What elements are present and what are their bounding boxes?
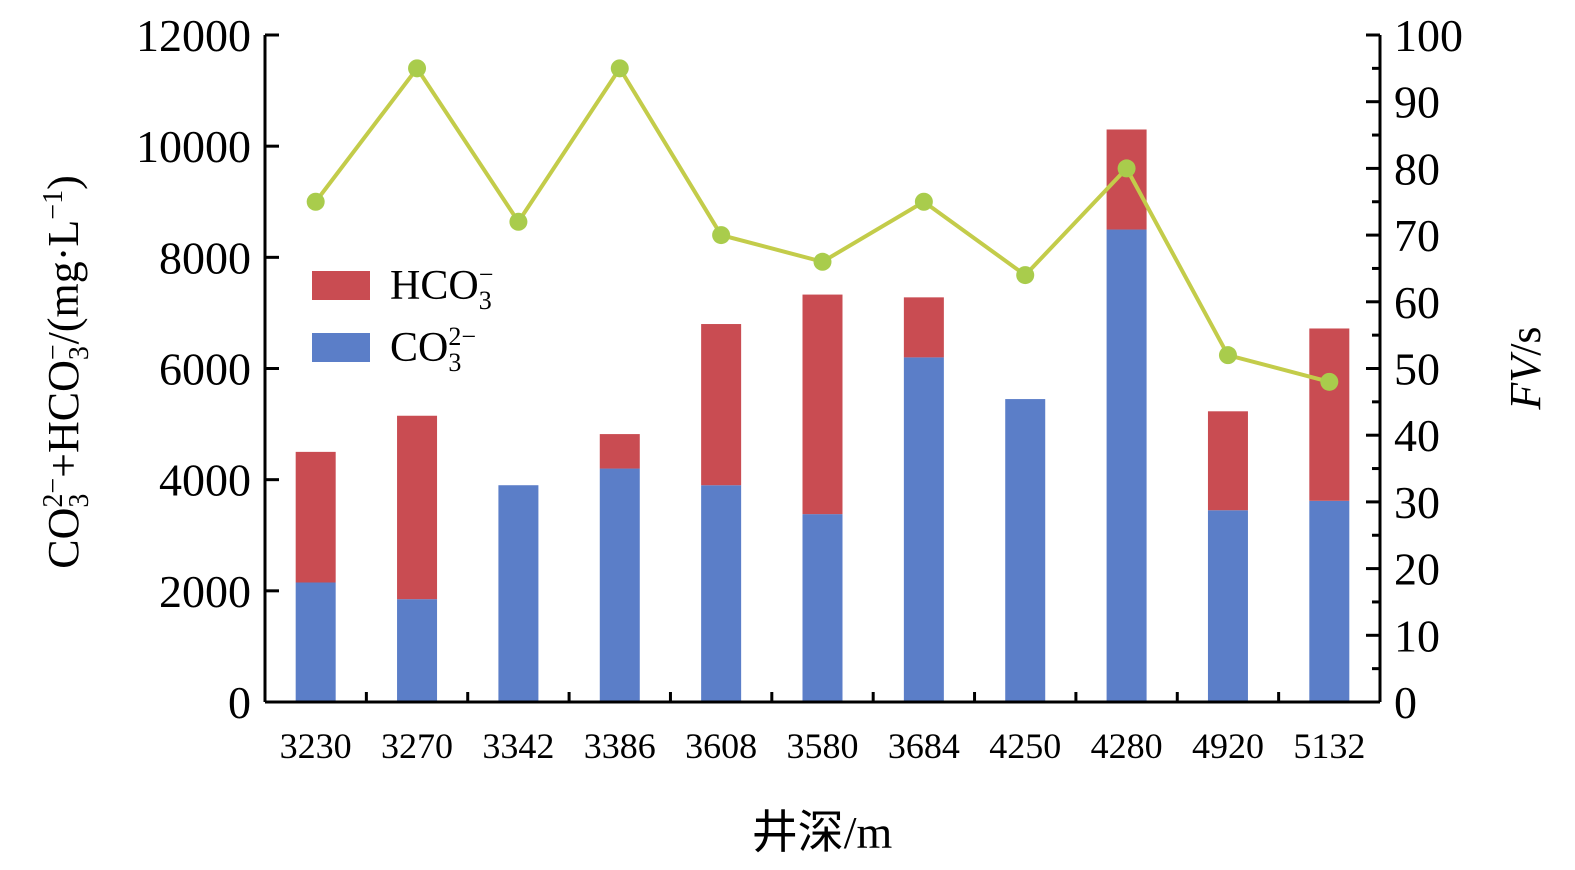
legend: HCO3− CO32−: [312, 260, 493, 377]
y-left-tick-label-4000: 4000: [159, 455, 251, 506]
y-left-part-1: 3: [64, 494, 95, 508]
fv-point-5132: [1320, 372, 1339, 391]
bar-hco3-3230: [295, 451, 336, 583]
x-tick-label-3580: 3580: [787, 726, 859, 766]
y-left-part-4: 3: [64, 346, 95, 360]
bar-hco3-4920: [1207, 411, 1248, 511]
y-right-tick-label-30: 30: [1394, 477, 1440, 528]
legend-hco3-sup: −: [479, 260, 494, 289]
bar-hco3-4280: [1106, 129, 1147, 230]
y-left-part-2: 2−: [38, 478, 69, 508]
legend-co3-sub: 3: [448, 348, 461, 377]
y-right-tick-label-40: 40: [1394, 410, 1440, 461]
fv-point-3386: [610, 59, 629, 78]
x-tick-label-3386: 3386: [584, 726, 656, 766]
bar-co3-3608: [701, 485, 742, 702]
y-left-part-8: ): [39, 175, 88, 190]
bar-hco3-5132: [1309, 328, 1350, 501]
y-axis-right-title: FV/s: [1501, 326, 1550, 410]
bar-hco3-3608: [701, 324, 742, 486]
y-right-tick-label-50: 50: [1394, 344, 1440, 395]
x-tick-label-3608: 3608: [685, 726, 757, 766]
legend-hco3-base: HCO: [390, 263, 479, 309]
y-left-tick-label-8000: 8000: [159, 232, 251, 283]
bar-co3-3684: [903, 357, 944, 702]
y-right-tick-label-100: 100: [1394, 10, 1463, 61]
bar-co3-4250: [1005, 399, 1046, 702]
bar-co3-3230: [295, 582, 336, 702]
y-left-part-7: −1: [38, 190, 69, 220]
fv-point-3580: [813, 252, 832, 271]
fv-point-4920: [1218, 346, 1237, 365]
bar-co3-4920: [1207, 510, 1248, 702]
bar-hco3-3270: [397, 415, 438, 600]
x-tick-label-3230: 3230: [280, 726, 352, 766]
y-left-tick-label-6000: 6000: [159, 344, 251, 395]
bars-layer: [295, 129, 1350, 702]
y-left-tick-label-2000: 2000: [159, 566, 251, 617]
x-tick-label-4920: 4920: [1192, 726, 1264, 766]
legend-co3-base: CO: [390, 325, 448, 371]
y-axis-left-title: CO32−+HCO3−/(mg·L−1): [38, 175, 95, 569]
y-right-tick-label-70: 70: [1394, 210, 1440, 261]
bar-co3-3580: [802, 514, 843, 702]
fv-point-3684: [914, 192, 933, 211]
y-right-tick-label-90: 90: [1394, 77, 1440, 128]
x-axis-title: 井深/m: [752, 807, 893, 858]
fv-point-3342: [509, 212, 528, 231]
bar-co3-5132: [1309, 500, 1350, 702]
fv-point-3270: [408, 59, 427, 78]
bar-co3-3386: [599, 468, 640, 702]
y-left-tick-label-10000: 10000: [136, 121, 251, 172]
legend-swatch-co3: [312, 333, 370, 362]
y-left-part-5: −: [38, 344, 69, 360]
y-right-tick-label-10: 10: [1394, 610, 1440, 661]
legend-co3-sup: 2−: [448, 322, 476, 351]
legend-label-co3: CO32−: [390, 322, 476, 377]
bar-hco3-3684: [903, 297, 944, 358]
y-right-tick-label-0: 0: [1394, 677, 1417, 728]
x-tick-label-3342: 3342: [482, 726, 554, 766]
x-tick-label-5132: 5132: [1293, 726, 1365, 766]
legend-hco3-sub: 3: [479, 286, 492, 315]
plot-area: 0 2000 4000 6000 8000 10000 12000 0 10 20 30 40 50 60…: [136, 10, 1463, 766]
x-tick-label-3684: 3684: [888, 726, 960, 766]
fv-point-3230: [306, 192, 325, 211]
fv-point-3608: [712, 226, 731, 245]
bar-hco3-3580: [802, 294, 843, 515]
x-tick-label-3270: 3270: [381, 726, 453, 766]
y-left-part-6: /(mg·L: [39, 220, 88, 345]
bar-co3-4280: [1106, 229, 1147, 702]
bar-hco3-3386: [599, 434, 640, 469]
x-tick-label-4280: 4280: [1091, 726, 1163, 766]
fv-point-4280: [1117, 159, 1136, 178]
y-right-tick-label-60: 60: [1394, 277, 1440, 328]
fv-point-4250: [1016, 266, 1035, 285]
y-left-tick-label-12000: 12000: [136, 10, 251, 61]
y-right-title-unit: /s: [1501, 326, 1550, 355]
y-left-part-3: +HCO: [39, 360, 88, 478]
y-right-tick-label-80: 80: [1394, 143, 1440, 194]
bar-co3-3342: [498, 485, 539, 702]
bar-co3-3270: [397, 599, 438, 702]
legend-label-hco3: HCO3−: [390, 260, 493, 315]
y-left-part-0: CO: [39, 508, 88, 569]
fv-line-layer: [306, 59, 1339, 391]
axes-layer: 0 2000 4000 6000 8000 10000 12000 0 10 20 30 40 50 60…: [136, 10, 1463, 766]
y-right-title-italic: FV: [1501, 351, 1550, 411]
y-right-tick-label-20: 20: [1394, 544, 1440, 595]
x-tick-label-4250: 4250: [989, 726, 1061, 766]
y-left-tick-label-0: 0: [228, 677, 251, 728]
legend-swatch-hco3: [312, 271, 370, 300]
